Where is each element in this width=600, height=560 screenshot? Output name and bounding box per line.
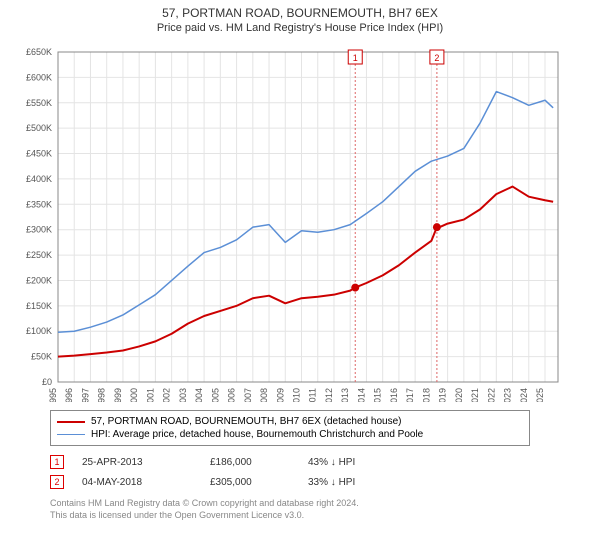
svg-text:1999: 1999: [113, 388, 123, 402]
svg-text:£50K: £50K: [31, 352, 52, 362]
svg-text:2011: 2011: [308, 388, 318, 402]
legend: 57, PORTMAN ROAD, BOURNEMOUTH, BH7 6EX (…: [50, 410, 530, 446]
svg-text:2: 2: [434, 53, 439, 63]
svg-text:1998: 1998: [97, 388, 107, 402]
sale-row: 1 25-APR-2013 £186,000 43% ↓ HPI: [50, 452, 590, 472]
svg-text:2013: 2013: [340, 388, 350, 402]
svg-text:2012: 2012: [324, 388, 334, 402]
svg-text:2016: 2016: [389, 388, 399, 402]
svg-text:2017: 2017: [405, 388, 415, 402]
svg-text:2008: 2008: [259, 388, 269, 402]
legend-label: 57, PORTMAN ROAD, BOURNEMOUTH, BH7 6EX (…: [91, 416, 401, 427]
sale-marker-box: 2: [50, 475, 64, 489]
svg-text:2005: 2005: [210, 388, 220, 402]
svg-text:£600K: £600K: [26, 72, 52, 82]
chart-container: 57, PORTMAN ROAD, BOURNEMOUTH, BH7 6EX P…: [0, 0, 600, 560]
svg-text:2019: 2019: [438, 388, 448, 402]
footnote: Contains HM Land Registry data © Crown c…: [50, 498, 590, 521]
legend-swatch: [57, 421, 85, 423]
sale-marker-box: 1: [50, 455, 64, 469]
svg-text:£550K: £550K: [26, 98, 52, 108]
legend-row: HPI: Average price, detached house, Bour…: [57, 428, 523, 441]
svg-text:2010: 2010: [292, 388, 302, 402]
footnote-line-2: This data is licensed under the Open Gov…: [50, 510, 590, 522]
legend-label: HPI: Average price, detached house, Bour…: [91, 429, 423, 440]
svg-text:£150K: £150K: [26, 301, 52, 311]
sale-pct: 43% ↓ HPI: [308, 457, 428, 468]
svg-text:2002: 2002: [162, 388, 172, 402]
svg-text:£650K: £650K: [26, 47, 52, 57]
footnote-line-1: Contains HM Land Registry data © Crown c…: [50, 498, 590, 510]
svg-text:2025: 2025: [535, 388, 545, 402]
svg-text:2014: 2014: [356, 388, 366, 402]
svg-text:1995: 1995: [48, 388, 58, 402]
sale-date: 04-MAY-2018: [82, 477, 192, 488]
svg-text:2020: 2020: [454, 388, 464, 402]
chart-area: £0 £50K £100K £150K £200K £250K £300K £350K £400…: [10, 42, 590, 402]
svg-text:1997: 1997: [80, 388, 90, 402]
svg-text:2015: 2015: [373, 388, 383, 402]
svg-text:2018: 2018: [421, 388, 431, 402]
svg-text:2004: 2004: [194, 388, 204, 402]
sale-price: £305,000: [210, 477, 290, 488]
svg-text:£300K: £300K: [26, 225, 52, 235]
svg-text:2000: 2000: [129, 388, 139, 402]
svg-text:2001: 2001: [145, 388, 155, 402]
svg-text:2009: 2009: [275, 388, 285, 402]
svg-text:2023: 2023: [503, 388, 513, 402]
sales-table: 1 25-APR-2013 £186,000 43% ↓ HPI 2 04-MAY-201…: [50, 452, 590, 492]
sale-pct: 33% ↓ HPI: [308, 477, 428, 488]
svg-text:£400K: £400K: [26, 174, 52, 184]
svg-text:£200K: £200K: [26, 275, 52, 285]
svg-text:2021: 2021: [470, 388, 480, 402]
svg-text:£500K: £500K: [26, 123, 52, 133]
svg-text:2007: 2007: [243, 388, 253, 402]
legend-row: 57, PORTMAN ROAD, BOURNEMOUTH, BH7 6EX (…: [57, 415, 523, 428]
sale-row: 2 04-MAY-2018 £305,000 33% ↓ HPI: [50, 472, 590, 492]
svg-text:£0: £0: [42, 377, 52, 387]
legend-swatch: [57, 434, 85, 435]
svg-text:1: 1: [353, 53, 358, 63]
svg-text:£250K: £250K: [26, 250, 52, 260]
svg-text:1996: 1996: [64, 388, 74, 402]
svg-text:2022: 2022: [486, 388, 496, 402]
svg-text:2003: 2003: [178, 388, 188, 402]
svg-text:£450K: £450K: [26, 149, 52, 159]
svg-text:2024: 2024: [519, 388, 529, 402]
svg-text:£350K: £350K: [26, 199, 52, 209]
sale-date: 25-APR-2013: [82, 457, 192, 468]
chart-svg: £0 £50K £100K £150K £200K £250K £300K £350K £400…: [10, 42, 570, 402]
chart-title: 57, PORTMAN ROAD, BOURNEMOUTH, BH7 6EX: [10, 6, 590, 20]
sale-price: £186,000: [210, 457, 290, 468]
svg-text:£100K: £100K: [26, 326, 52, 336]
chart-subtitle: Price paid vs. HM Land Registry's House …: [10, 22, 590, 34]
svg-text:2006: 2006: [227, 388, 237, 402]
